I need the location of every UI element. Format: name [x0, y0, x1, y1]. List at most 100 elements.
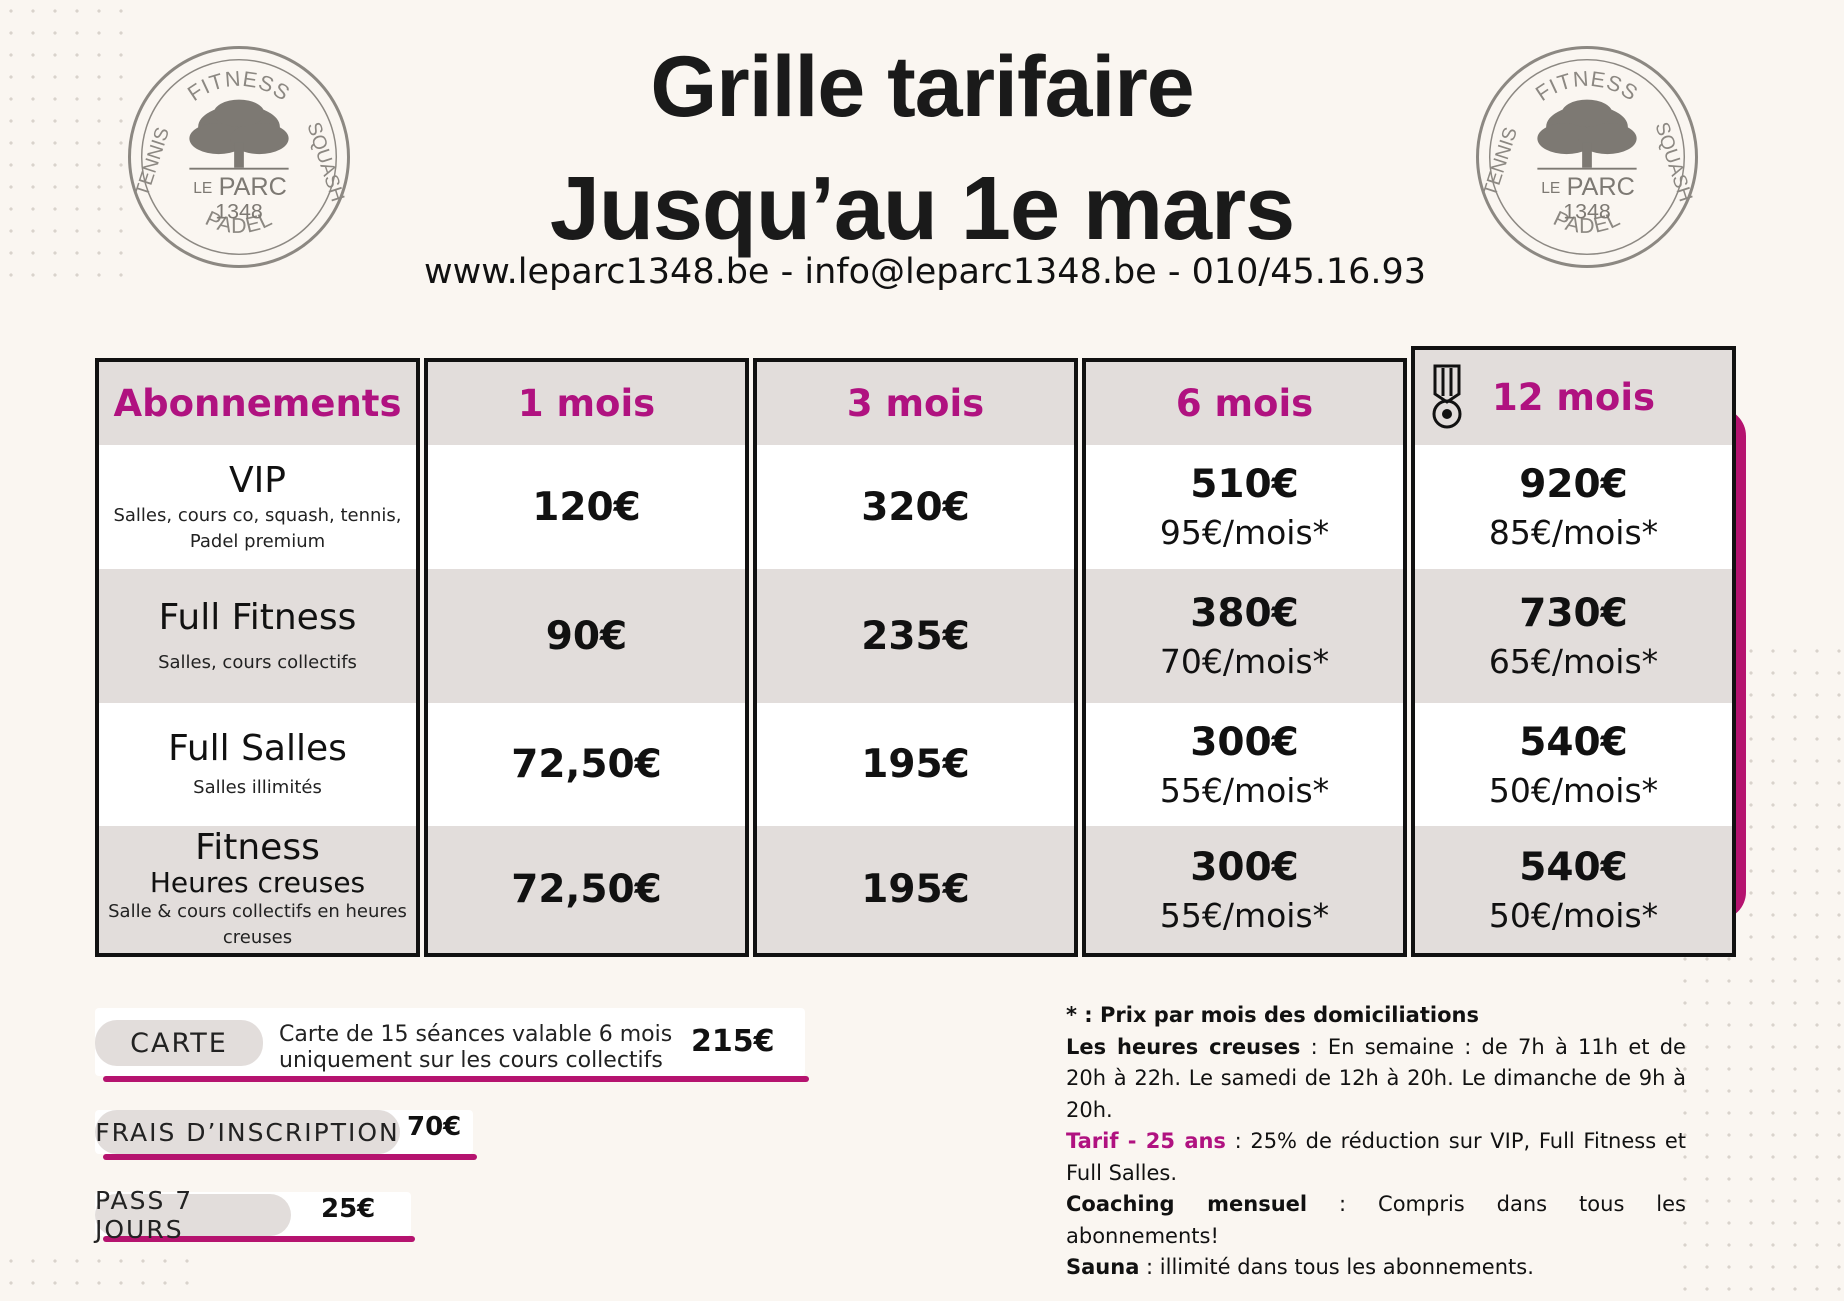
dot-pattern	[0, 1250, 200, 1300]
notes-block: * : Prix par mois des domiciliations Les…	[1066, 1000, 1686, 1284]
monthly-price: 50€/mois*	[1488, 770, 1659, 810]
column-header: 6 mois	[1086, 362, 1403, 445]
monthly-price: 55€/mois*	[1159, 895, 1330, 935]
note-under-25: Tarif - 25 ans : 25% de réduction sur VI…	[1066, 1129, 1686, 1185]
plan-description: Salles illimités	[193, 777, 322, 798]
carte-label: CARTE	[95, 1020, 263, 1066]
brand-logo: FITNESS PADEL TENNIS SQUASH LE PARC 1348	[128, 46, 350, 268]
price-cell: 920€ 85€/mois*	[1415, 445, 1732, 569]
monthly-price: 85€/mois*	[1488, 513, 1659, 552]
pass-7-days-price: 25€	[321, 1194, 376, 1224]
price: 300€	[1190, 844, 1299, 890]
chip-underline	[103, 1076, 809, 1082]
svg-text:LE: LE	[1541, 180, 1560, 197]
chip-body: FRAIS D’INSCRIPTION 70€	[95, 1110, 473, 1154]
note-off-peak: Les heures creuses : En semaine : de 7h …	[1066, 1034, 1686, 1122]
price-cell: 510€ 95€/mois*	[1086, 445, 1403, 569]
price-cell: 90€	[428, 569, 745, 703]
column-1-month: 1 mois 120€ 90€ 72,50€ 72,50€	[424, 358, 749, 957]
price-cell: 120€	[428, 445, 745, 569]
price: 730€	[1519, 591, 1628, 636]
monthly-price: 70€/mois*	[1159, 642, 1330, 681]
column-header-label: 12 mois	[1491, 376, 1656, 419]
price-cell: 72,50€	[428, 703, 745, 826]
plan-name: Full Salles	[168, 728, 347, 769]
logo-seal: FITNESS PADEL TENNIS SQUASH LE PARC 1348	[1479, 58, 1695, 256]
price-cell: 195€	[757, 703, 1074, 826]
price: 380€	[1190, 591, 1299, 636]
plan-name: VIP	[229, 459, 286, 501]
column-6-months: 6 mois 510€ 95€/mois* 380€ 70€/mois* 300…	[1082, 358, 1407, 957]
plan-name-sub: Heures creuses	[149, 865, 366, 899]
price: 90€	[545, 613, 628, 659]
price-cell: 730€ 65€/mois*	[1415, 569, 1732, 703]
plan-description: Salle & cours collectifs en heures creus…	[108, 900, 407, 948]
chip-body: PASS 7 JOURS 25€	[95, 1186, 411, 1244]
monthly-price: 55€/mois*	[1159, 770, 1330, 810]
pass-7-days-label: PASS 7 JOURS	[95, 1186, 291, 1244]
column-header: 3 mois	[757, 362, 1074, 445]
registration-fee-price: 70€	[407, 1112, 462, 1142]
svg-text:1348: 1348	[215, 199, 263, 223]
svg-text:PARC: PARC	[1567, 173, 1635, 201]
price: 72,50€	[511, 742, 662, 787]
column-header: 1 mois	[428, 362, 745, 445]
svg-text:LE: LE	[193, 180, 212, 197]
medal-icon	[1427, 364, 1467, 432]
monthly-price: 95€/mois*	[1159, 513, 1330, 552]
svg-text:1348: 1348	[1563, 199, 1611, 223]
price: 300€	[1190, 719, 1299, 765]
row-name-cell: Full Fitness Salles, cours collectifs	[99, 569, 416, 703]
price: 195€	[861, 742, 970, 787]
price: 195€	[861, 867, 970, 912]
chip-underline	[103, 1236, 415, 1242]
price: 920€	[1519, 462, 1628, 507]
page-title: Grille tarifaire	[650, 39, 1194, 135]
carte-offer: CARTE Carte de 15 séances valable 6 mois…	[95, 1008, 809, 1082]
dot-pattern	[0, 0, 140, 280]
price: 120€	[532, 484, 641, 530]
page-subtitle: Jusqu’au 1e mars	[549, 159, 1295, 259]
plan-description: Salles, cours co, squash, tennis, Padel …	[113, 504, 402, 552]
price-cell: 540€ 50€/mois*	[1415, 826, 1732, 953]
chip-body: CARTE Carte de 15 séances valable 6 mois…	[95, 1008, 805, 1076]
price: 540€	[1519, 844, 1628, 890]
svg-text:PARC: PARC	[219, 173, 287, 201]
row-name-cell: VIP Salles, cours co, squash, tennis, Pa…	[99, 445, 416, 569]
carte-description-line: Carte de 15 séances valable 6 mois	[279, 1022, 673, 1047]
logo-seal: FITNESS PADEL TENNIS SQUASH LE PARC 1348	[131, 58, 347, 256]
note-asterisk: * : Prix par mois des domiciliations	[1066, 1003, 1479, 1027]
note-sauna: Sauna : illimité dans tous les abonnemen…	[1066, 1255, 1534, 1279]
registration-fee-label: FRAIS D’INSCRIPTION	[95, 1110, 400, 1154]
price-cell: 235€	[757, 569, 1074, 703]
carte-description-line: uniquement sur les cours collectifs	[279, 1048, 663, 1073]
row-name-cell: Full Salles Salles illimités	[99, 703, 416, 826]
price-cell: 300€ 55€/mois*	[1086, 703, 1403, 826]
column-subscriptions: Abonnements VIP Salles, cours co, squash…	[95, 358, 420, 957]
price-cell: 540€ 50€/mois*	[1415, 703, 1732, 826]
price-cell: 72,50€	[428, 826, 745, 953]
price-cell: 380€ 70€/mois*	[1086, 569, 1403, 703]
price: 320€	[861, 484, 970, 530]
row-name-cell: Fitness Heures creuses Salle & cours col…	[99, 826, 416, 953]
note-coaching: Coaching mensuel : Compris dans tous les…	[1066, 1192, 1686, 1248]
plan-name: Fitness	[195, 826, 320, 868]
column-header: Abonnements	[99, 362, 416, 445]
price: 540€	[1519, 719, 1628, 765]
carte-price: 215€	[691, 1024, 775, 1059]
brand-logo: FITNESS PADEL TENNIS SQUASH LE PARC 1348	[1476, 46, 1698, 268]
column-12-months: 12 mois 920€ 85€/mois* 730€ 65€/mois* 54…	[1411, 346, 1736, 957]
price-cell: 300€ 55€/mois*	[1086, 826, 1403, 953]
pass-7-days: PASS 7 JOURS 25€	[95, 1186, 415, 1244]
column-3-months: 3 mois 320€ 235€ 195€ 195€	[753, 358, 1078, 957]
price: 235€	[861, 613, 970, 659]
price: 72,50€	[511, 867, 662, 912]
price: 510€	[1190, 462, 1299, 507]
column-header: 12 mois	[1415, 350, 1732, 445]
plan-description: Salles, cours collectifs	[158, 651, 357, 673]
price-cell: 320€	[757, 445, 1074, 569]
monthly-price: 65€/mois*	[1488, 642, 1659, 681]
chip-underline	[103, 1154, 477, 1160]
carte-description: Carte de 15 séances valable 6 mois uniqu…	[279, 1022, 672, 1074]
plan-name: Full Fitness	[158, 596, 357, 638]
